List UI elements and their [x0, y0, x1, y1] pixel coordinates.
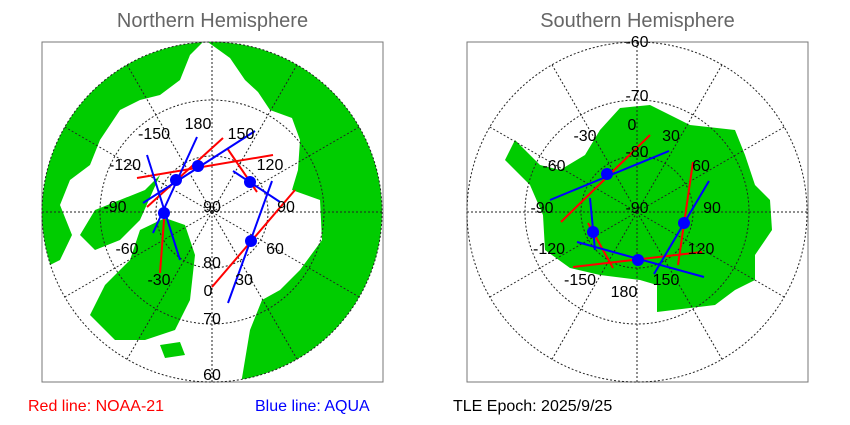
south-lat-label: -60 — [625, 34, 648, 51]
noaa21-track-line — [677, 161, 694, 266]
south-lon-label: 0 — [628, 117, 637, 134]
south-lon-label: 150 — [653, 272, 680, 289]
north-labels: 180 150 120 90 60 30 0 -30 -60 -90 -120 … — [103, 116, 295, 384]
eurasia-landmass — [205, 42, 382, 382]
longitude-line — [489, 126, 638, 213]
south-lon-label: -30 — [573, 128, 596, 145]
greenland-landmass — [90, 218, 195, 340]
longitude-line — [126, 64, 213, 213]
north-lon-label: 30 — [235, 272, 253, 289]
aqua-track-line — [589, 197, 596, 251]
south-lon-label: -60 — [542, 158, 565, 175]
north-lon-label: 60 — [266, 241, 284, 258]
satellite-position-marker — [170, 174, 182, 186]
north-lon-label: 150 — [228, 126, 255, 143]
longitude-line — [64, 126, 213, 213]
satellite-position-marker — [244, 176, 256, 188]
aqua-track-line — [232, 170, 281, 203]
longitude-line — [211, 64, 298, 213]
longitude-line — [211, 211, 298, 360]
south-lon-label: 120 — [688, 241, 715, 258]
south-lon-label: -90 — [530, 200, 553, 217]
south-lon-label: -150 — [564, 272, 596, 289]
south-labels: 0 30 60 90 120 150 180 -150 -120 -90 -60… — [530, 34, 721, 301]
satellite-position-marker — [587, 226, 599, 238]
satellite-position-marker — [678, 217, 690, 229]
red-line-legend: Red line: NOAA-21 — [28, 398, 165, 415]
north-lon-label: -90 — [103, 199, 126, 216]
longitude-line — [636, 126, 785, 213]
iceland-landmass — [160, 342, 185, 358]
north-title: Northern Hemisphere — [116, 10, 309, 32]
longitude-line — [636, 211, 723, 360]
satellite-position-marker — [601, 168, 613, 180]
north-lat-label: 80 — [203, 255, 221, 272]
north-lon-label: 120 — [257, 157, 284, 174]
north-lon-label: -30 — [147, 272, 170, 289]
north-lat-label: 90 — [203, 199, 221, 216]
longitude-line — [211, 126, 360, 213]
longitude-line — [551, 64, 638, 213]
south-lat-label: -90 — [625, 200, 648, 217]
south-lon-label: 30 — [662, 128, 680, 145]
south-lon-label: -120 — [533, 241, 565, 258]
south-lon-label: 180 — [611, 284, 638, 301]
satellite-position-marker — [245, 235, 257, 247]
north-lon-label: 0 — [204, 283, 213, 300]
longitude-line — [126, 211, 213, 360]
south-lat-label: -80 — [625, 144, 648, 161]
satellite-position-marker — [192, 160, 204, 172]
blue-line-legend: Blue line: AQUA — [255, 398, 370, 415]
longitude-line — [636, 64, 723, 213]
south-land — [505, 105, 772, 312]
north-lon-label: 180 — [185, 116, 212, 133]
north-lat-label: 60 — [203, 367, 221, 384]
tle-epoch-label: TLE Epoch: 2025/9/25 — [453, 398, 613, 415]
south-lon-label: 90 — [703, 200, 721, 217]
longitude-line — [636, 211, 785, 298]
satellite-position-marker — [632, 254, 644, 266]
north-lon-label: -150 — [138, 126, 170, 143]
north-lon-label: 90 — [277, 199, 295, 216]
longitude-line — [211, 211, 360, 298]
north-lon-label: -60 — [115, 241, 138, 258]
antarctica-landmass — [505, 105, 772, 312]
longitude-line — [64, 211, 213, 298]
satellite-position-marker — [158, 207, 170, 219]
north-lat-label: 70 — [203, 311, 221, 328]
south-title: Southern Hemisphere — [540, 10, 735, 32]
noaa21-track-line — [146, 137, 224, 208]
longitude-line — [489, 211, 638, 298]
south-lon-label: 60 — [692, 158, 710, 175]
south-lat-label: -70 — [625, 88, 648, 105]
north-lon-label: -120 — [109, 157, 141, 174]
noaa21-track-line — [136, 154, 274, 179]
longitude-line — [551, 211, 638, 360]
